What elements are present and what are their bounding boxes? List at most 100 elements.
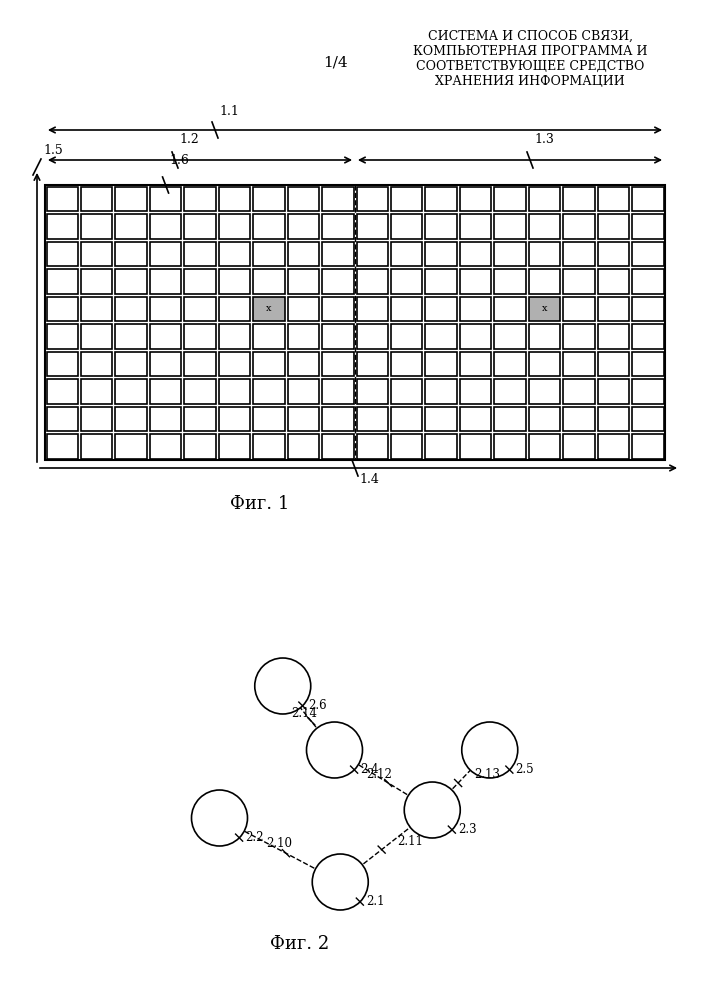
Bar — [460, 434, 491, 458]
Bar — [81, 434, 112, 458]
Bar — [425, 434, 457, 458]
Bar — [287, 434, 319, 458]
Bar — [563, 406, 595, 431]
Bar — [150, 379, 182, 403]
Bar — [219, 434, 250, 458]
Bar — [563, 241, 595, 266]
Bar — [322, 324, 353, 349]
Bar — [598, 214, 629, 238]
Bar — [357, 352, 388, 376]
Text: 1.4: 1.4 — [359, 473, 379, 486]
Bar — [563, 214, 595, 238]
Bar — [357, 434, 388, 458]
Bar — [46, 434, 78, 458]
Text: 1.5: 1.5 — [43, 144, 63, 157]
Bar — [115, 269, 147, 294]
Bar — [460, 186, 491, 211]
Text: x: x — [542, 304, 547, 313]
Bar — [632, 241, 664, 266]
Bar — [632, 269, 664, 294]
Bar — [563, 379, 595, 403]
Bar — [528, 186, 560, 211]
Bar — [460, 324, 491, 349]
Bar — [287, 379, 319, 403]
Bar — [494, 352, 526, 376]
Bar — [81, 379, 112, 403]
Bar — [322, 214, 353, 238]
Bar — [460, 214, 491, 238]
Bar — [287, 406, 319, 431]
Text: СИСТЕМА И СПОСОБ СВЯЗИ,
КОМПЬЮТЕРНАЯ ПРОГРАММА И
СООТВЕТСТВУЮЩЕЕ СРЕДСТВО
ХРАНЕН: СИСТЕМА И СПОСОБ СВЯЗИ, КОМПЬЮТЕРНАЯ ПРО… — [413, 30, 647, 88]
Text: 2.1: 2.1 — [366, 895, 385, 908]
Bar — [563, 352, 595, 376]
Bar — [322, 186, 353, 211]
Bar — [494, 186, 526, 211]
Bar — [150, 434, 182, 458]
Bar — [494, 379, 526, 403]
Bar — [528, 296, 560, 321]
Bar — [184, 214, 216, 238]
Bar — [253, 406, 285, 431]
Bar — [81, 324, 112, 349]
Bar — [598, 269, 629, 294]
Bar — [115, 352, 147, 376]
Bar — [115, 406, 147, 431]
Bar — [460, 296, 491, 321]
Bar — [598, 379, 629, 403]
Bar — [494, 296, 526, 321]
Bar — [115, 241, 147, 266]
Bar — [632, 296, 664, 321]
Bar — [528, 269, 560, 294]
Bar — [322, 241, 353, 266]
Bar — [184, 324, 216, 349]
Text: 2.4: 2.4 — [360, 763, 379, 776]
Bar — [115, 214, 147, 238]
Bar — [253, 434, 285, 458]
Bar — [563, 186, 595, 211]
Bar — [115, 379, 147, 403]
Bar — [598, 296, 629, 321]
Text: 2.3: 2.3 — [458, 823, 476, 836]
Bar — [46, 186, 78, 211]
Text: x: x — [266, 304, 272, 313]
Bar — [219, 269, 250, 294]
Bar — [150, 241, 182, 266]
Bar — [528, 406, 560, 431]
Text: 2.11: 2.11 — [398, 835, 423, 848]
Bar — [460, 379, 491, 403]
Bar — [598, 241, 629, 266]
Bar — [46, 241, 78, 266]
Bar — [598, 186, 629, 211]
Bar — [528, 214, 560, 238]
Bar — [287, 352, 319, 376]
Bar — [425, 269, 457, 294]
Bar — [632, 324, 664, 349]
Ellipse shape — [192, 790, 247, 846]
Bar — [391, 186, 423, 211]
Bar — [357, 186, 388, 211]
Bar — [425, 379, 457, 403]
Bar — [150, 296, 182, 321]
Bar — [253, 214, 285, 238]
Bar — [150, 406, 182, 431]
Text: 2.10: 2.10 — [266, 837, 292, 850]
Text: 2.5: 2.5 — [516, 763, 534, 776]
Bar — [219, 406, 250, 431]
Bar — [632, 434, 664, 458]
Bar — [425, 352, 457, 376]
Bar — [632, 406, 664, 431]
Bar — [391, 379, 423, 403]
Bar — [494, 406, 526, 431]
Ellipse shape — [404, 782, 460, 838]
Bar — [494, 324, 526, 349]
Bar — [253, 186, 285, 211]
Bar — [46, 324, 78, 349]
Bar — [219, 352, 250, 376]
Bar — [115, 434, 147, 458]
Bar — [357, 406, 388, 431]
Bar — [322, 296, 353, 321]
Bar — [357, 214, 388, 238]
Bar — [528, 434, 560, 458]
Bar — [150, 186, 182, 211]
Bar — [253, 324, 285, 349]
